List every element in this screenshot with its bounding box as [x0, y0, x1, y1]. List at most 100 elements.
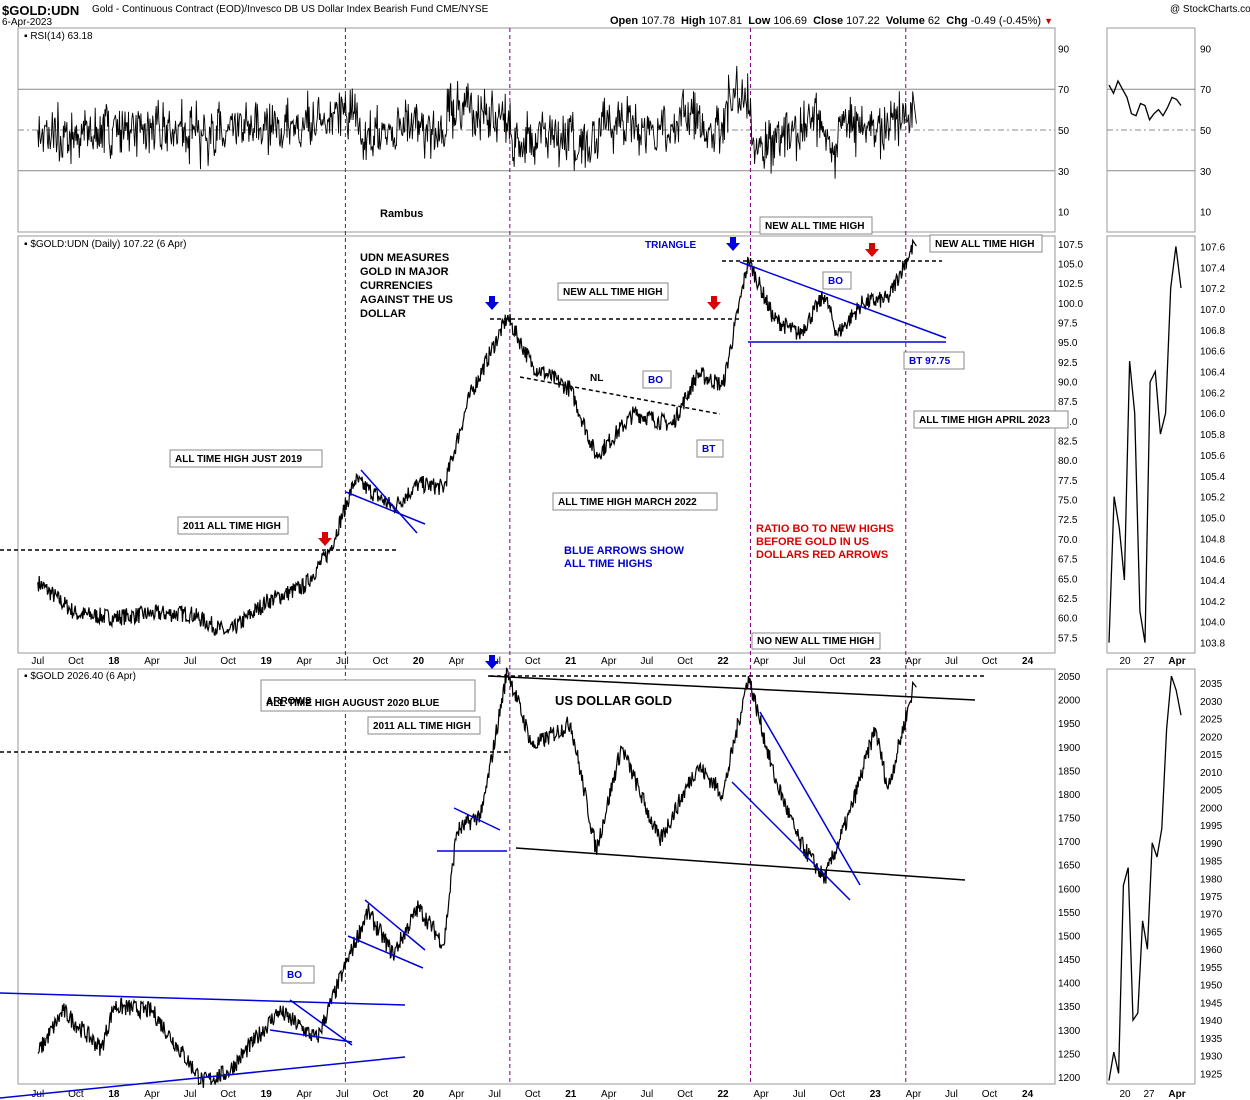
blue-arrow-2020 [485, 296, 499, 310]
gold-x-tick-label: 21 [565, 1089, 577, 1100]
gold-2011-ath-label: 2011 ALL TIME HIGH [373, 721, 471, 732]
triangle-label: TRIANGLE [645, 240, 696, 251]
ratio-x-tick-label: 22 [717, 656, 729, 667]
ratio-2011-ath-label: 2011 ALL TIME HIGH [183, 521, 281, 532]
ath-aug-2020-label-line2: ARROWS [266, 696, 312, 707]
ratio-mini-y-tick-label: 104.4 [1200, 576, 1225, 587]
gold-mini-y-tick-label: 2000 [1200, 803, 1223, 814]
gold-legend: ▪ $GOLD 2026.40 (6 Apr) [24, 671, 136, 682]
ratio-y-tick-label: 82.5 [1058, 437, 1078, 448]
udn-note-line: CURRENCIES [360, 280, 433, 292]
falling-wedge-upper-line [759, 711, 861, 886]
new-ath-2023-label: NEW ALL TIME HIGH [935, 239, 1034, 250]
gold-mini-y-tick-label: 2035 [1200, 679, 1223, 690]
udn-note-line: DOLLAR [360, 308, 406, 320]
ratio-y-tick-label: 87.5 [1058, 397, 1078, 408]
ratio-x-tick-label: Oct [677, 656, 693, 667]
blue-arrow-2022 [726, 237, 740, 251]
gold-long-support-line [0, 1056, 406, 1099]
gold-small-wedge-lower-line [269, 1029, 353, 1043]
new-ath-2022-label-box [759, 216, 873, 235]
bt-97-label: BT 97.75 [909, 356, 951, 367]
rsi-mini-y-tick-label: 90 [1200, 44, 1212, 55]
gold-mini-x-label: 20 [1119, 1089, 1131, 1100]
ratio-mini-y-tick-label: 104.0 [1200, 618, 1225, 629]
rsi-mini-line [1108, 79, 1182, 122]
ratio-mini-y-tick-label: 107.6 [1200, 242, 1225, 253]
gold-y-tick-label: 2050 [1058, 672, 1081, 683]
flag-lower-trendline [360, 469, 418, 534]
rsi-mini-y-tick-label: 70 [1200, 85, 1212, 96]
gold-y-tick-label: 1950 [1058, 719, 1081, 730]
ratio-x-tick-label: Apr [449, 656, 465, 667]
high-label: High [680, 15, 706, 27]
ath-april-2023-label: ALL TIME HIGH APRIL 2023 [919, 415, 1050, 426]
rsi-mini-y-tick-label: 50 [1200, 126, 1212, 137]
gold-x-tick-label: Oct [982, 1089, 998, 1100]
gold-y-tick-label: 1650 [1058, 861, 1081, 872]
ratio-legend: ▪ $GOLD:UDN (Daily) 107.22 (6 Apr) [24, 239, 187, 250]
chart-description: Gold - Continuous Contract (EOD)/Invesco… [92, 4, 489, 15]
red-arrows-note-line2: BEFORE GOLD IN US [756, 536, 869, 548]
ratio-x-tick-label: Apr [753, 656, 769, 667]
ratio-mini-y-tick-label: 103.8 [1200, 639, 1225, 650]
gold-mini-y-tick-label: 1945 [1200, 998, 1223, 1009]
ratio-y-tick-label: 90.0 [1058, 378, 1078, 389]
ratio-mini-y-tick-label: 105.4 [1200, 472, 1225, 483]
gold-x-tick-label: 19 [261, 1089, 273, 1100]
ath-2019-label-box [169, 449, 323, 468]
new-ath-2022-label: NEW ALL TIME HIGH [765, 221, 864, 232]
chg-value: -0.49 (-0.45%) [970, 15, 1042, 27]
gold-x-tick-label: Apr [449, 1089, 465, 1100]
ath-march-2022-label-box [552, 492, 718, 511]
gold-mini-y-tick-label: 1985 [1200, 857, 1223, 868]
ratio-y-tick-label: 95.0 [1058, 338, 1078, 349]
gold-flag-top-line [453, 807, 501, 831]
gold-x-tick-label: Oct [525, 1089, 541, 1100]
rambus-label: Rambus [380, 208, 423, 220]
chg-label: Chg [946, 15, 968, 27]
ratio-x-tick-label: Oct [68, 656, 84, 667]
gold-y-tick-label: 1200 [1058, 1073, 1081, 1084]
gold-mini-y-tick-label: 2015 [1200, 750, 1223, 761]
gold-y-tick-label: 1450 [1058, 955, 1081, 966]
ratio-mini-y-tick-label: 104.8 [1200, 534, 1225, 545]
blue-arrows-note-line2: ALL TIME HIGHS [564, 558, 652, 570]
gold-mini-y-tick-label: 1990 [1200, 839, 1223, 850]
gold-x-tick-label: Apr [296, 1089, 312, 1100]
ratio-y-tick-label: 57.5 [1058, 633, 1078, 644]
ratio-x-tick-label: Jul [31, 656, 44, 667]
gold-x-tick-label: Apr [906, 1089, 922, 1100]
gold-x-tick-label: Oct [373, 1089, 389, 1100]
bo-label-2022-box [822, 271, 852, 290]
ratio-mini-y-tick-label: 105.8 [1200, 430, 1225, 441]
low-value: 106.69 [773, 15, 807, 27]
gold-x-tick-label: 20 [413, 1089, 425, 1100]
gold-mini-y-tick-label: 1965 [1200, 927, 1223, 938]
ratio-x-tick-label: Jul [641, 656, 654, 667]
chart-date: 6-Apr-2023 [2, 17, 53, 28]
gold-x-tick-label: Jul [945, 1089, 958, 1100]
ratio-y-tick-label: 105.0 [1058, 260, 1083, 271]
rsi-mini-y-tick-label: 10 [1200, 208, 1212, 219]
ratio-x-tick-label: 18 [108, 656, 120, 667]
gold-mini-y-tick-label: 1950 [1200, 981, 1223, 992]
gold-mini-y-tick-label: 1930 [1200, 1052, 1223, 1063]
gold-mini-y-tick-label: 1960 [1200, 945, 1223, 956]
red-arrows-note-line3: DOLLARS RED ARROWS [756, 549, 888, 561]
ratio-y-tick-label: 75.0 [1058, 496, 1078, 507]
ohlc-readout: Open 107.78 High 107.81 Low 106.69 Close… [610, 15, 1053, 27]
ath-2019-label: ALL TIME HIGH JUST 2019 [175, 454, 303, 465]
ratio-x-tick-label: Apr [296, 656, 312, 667]
gold-mini-y-tick-label: 2030 [1200, 697, 1223, 708]
ratio-mini-x-label: 27 [1143, 656, 1155, 667]
gold-mini-y-tick-label: 1925 [1200, 1069, 1223, 1080]
red-arrow-2020 [707, 296, 721, 310]
gold-mini-y-tick-label: 1975 [1200, 892, 1223, 903]
ratio-mini-y-tick-label: 105.6 [1200, 451, 1225, 462]
gold-flag2-line [347, 935, 424, 969]
ratio-y-tick-label: 70.0 [1058, 535, 1078, 546]
gold-y-tick-label: 1350 [1058, 1002, 1081, 1013]
chart-symbol: $GOLD:UDN [2, 3, 80, 18]
